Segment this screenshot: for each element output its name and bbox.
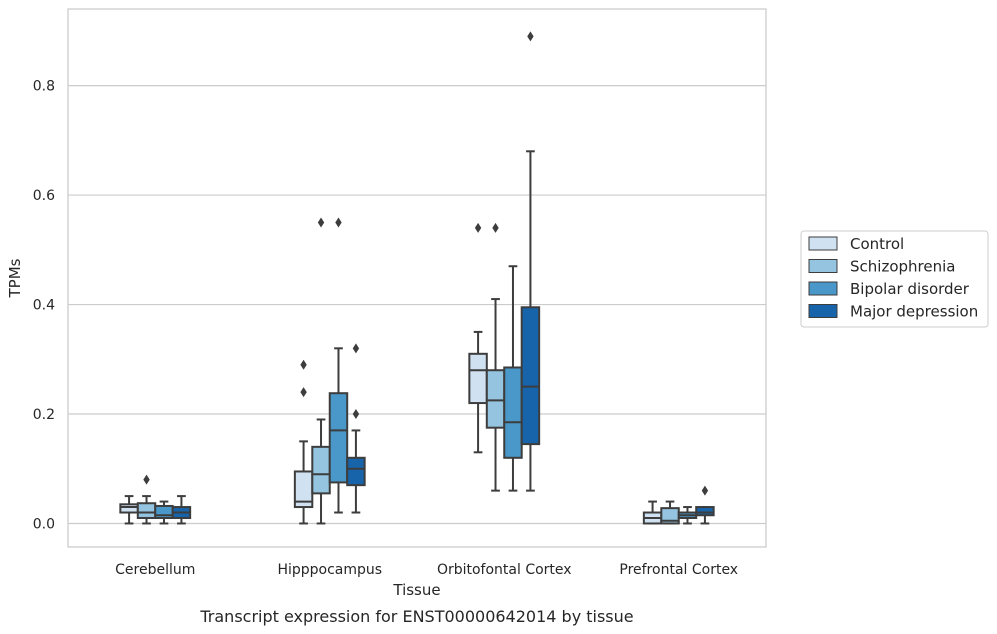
legend-label: Major depression xyxy=(850,303,978,321)
plot-background xyxy=(68,9,766,547)
box-iqr xyxy=(520,306,541,446)
y-tick-label: 0.6 xyxy=(33,188,55,204)
x-tick-labels: Cerebellum Hipppocampus Orbitofontal Corte… xyxy=(115,562,738,578)
box-3-3 xyxy=(695,485,715,525)
x-tick-label: Orbitofontal Cortex xyxy=(437,562,572,578)
outlier-point xyxy=(300,387,307,398)
box-iqr xyxy=(695,506,715,517)
legend-frame xyxy=(800,230,989,328)
box-1-0 xyxy=(293,359,314,525)
box-iqr xyxy=(119,503,139,514)
outlier-point xyxy=(300,359,307,370)
box-1-3 xyxy=(346,343,366,514)
box-1-1 xyxy=(311,217,331,525)
x-tick-label: Cerebellum xyxy=(115,562,195,578)
outlier-point xyxy=(492,222,499,233)
x-axis-label: Tissue xyxy=(392,581,440,599)
box-0-2 xyxy=(154,500,174,525)
plot-frame xyxy=(67,8,767,548)
y-tick-label: 0.8 xyxy=(33,79,55,95)
y-tick-label: 0.0 xyxy=(33,516,55,532)
y-tick-labels: 0.0 0.2 0.4 0.6 0.8 xyxy=(33,79,55,533)
outlier-point xyxy=(701,485,709,496)
outlier-point xyxy=(317,217,325,228)
x-tick-label: Hipppocampus xyxy=(277,562,382,578)
box-iqr xyxy=(311,445,331,495)
chart-caption: Transcript expression for ENST0000064201… xyxy=(199,607,633,626)
box-3-2 xyxy=(677,506,698,525)
box-iqr xyxy=(328,392,349,484)
box-iqr xyxy=(346,456,366,487)
box-0-3 xyxy=(171,495,192,525)
legend-swatch xyxy=(808,236,838,251)
box-0-1 xyxy=(136,474,157,525)
legend-label: Control xyxy=(850,235,904,253)
outlier-point xyxy=(143,474,150,485)
y-tick-label: 0.4 xyxy=(33,298,55,314)
box-iqr xyxy=(468,352,488,405)
y-axis-label: TPMs xyxy=(6,258,24,298)
boxes xyxy=(119,31,715,525)
x-tick-label: Prefrontal Cortex xyxy=(619,562,738,578)
box-2-3 xyxy=(520,31,541,492)
box-2-0 xyxy=(468,222,488,454)
y-tick-label: 0.2 xyxy=(33,407,55,423)
outlier-point xyxy=(352,409,360,420)
box-1-2 xyxy=(328,217,349,514)
box-iqr xyxy=(503,366,523,459)
box-iqr xyxy=(485,369,506,429)
outlier-point xyxy=(352,343,360,354)
legend: Control Schizophrenia Bipolar disorder Majo… xyxy=(800,230,989,328)
legend-swatch xyxy=(808,259,838,273)
outlier-point xyxy=(474,222,482,233)
outlier-point xyxy=(527,31,534,42)
outlier-point xyxy=(335,217,342,228)
legend-swatch xyxy=(808,304,838,318)
legend-label: Bipolar disorder xyxy=(850,280,970,298)
legend-swatch xyxy=(808,281,838,296)
legend-label: Schizophrenia xyxy=(850,258,955,276)
box-iqr xyxy=(136,502,157,519)
